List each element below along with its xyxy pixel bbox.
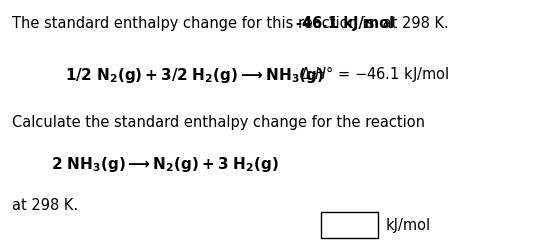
FancyBboxPatch shape bbox=[321, 212, 378, 238]
Text: Calculate the standard enthalpy change for the reaction: Calculate the standard enthalpy change f… bbox=[12, 115, 425, 130]
Text: at 298 K.: at 298 K. bbox=[378, 16, 449, 31]
Text: kJ/mol: kJ/mol bbox=[386, 217, 431, 233]
Text: -46.1 kJ/mol: -46.1 kJ/mol bbox=[296, 16, 394, 31]
Text: The standard enthalpy change for this reaction is: The standard enthalpy change for this re… bbox=[12, 16, 379, 31]
Text: $\Delta_f H°$ = −46.1 kJ/mol: $\Delta_f H°$ = −46.1 kJ/mol bbox=[300, 64, 449, 85]
Text: $\mathbf{1/2\ N_2(g) + 3/2\ H_2(g) \longrightarrow NH_3(g)}$: $\mathbf{1/2\ N_2(g) + 3/2\ H_2(g) \long… bbox=[65, 66, 324, 85]
Text: at 298 K.: at 298 K. bbox=[12, 198, 78, 213]
Text: $\mathbf{2\ NH_3(g) \longrightarrow N_2(g) + 3\ H_2(g)}$: $\mathbf{2\ NH_3(g) \longrightarrow N_2(… bbox=[51, 155, 279, 174]
